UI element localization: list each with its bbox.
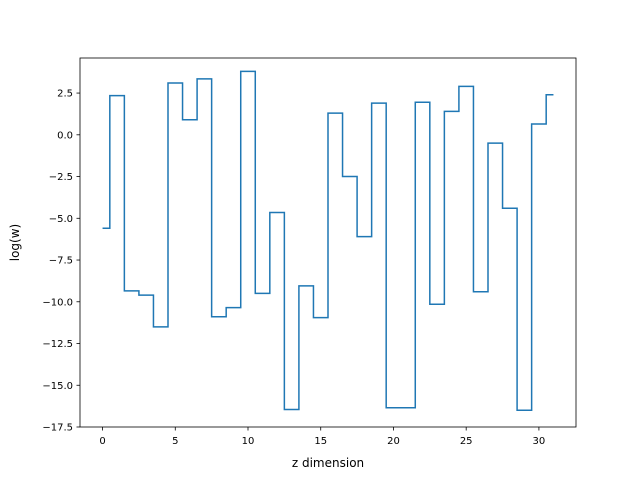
y-axis-ticks: 2.5 0.0 −2.5 −5.0 −7.5 −10.0 −12.5 −15.0 −17.5: [42, 89, 80, 434]
y-tick-label: −5.0: [49, 214, 73, 225]
x-tick-label: 10: [242, 436, 255, 447]
y-axis-label: log(w): [8, 224, 22, 261]
y-tick-label: −15.0: [42, 381, 73, 392]
x-axis-ticks: 0 5 10 15 20 25 30: [99, 427, 545, 447]
x-tick-label: 15: [314, 436, 327, 447]
x-tick-label: 30: [533, 436, 546, 447]
y-tick-label: −7.5: [49, 256, 73, 267]
x-tick-label: 25: [460, 436, 473, 447]
x-tick-label: 0: [99, 436, 105, 447]
x-tick-label: 20: [387, 436, 400, 447]
y-tick-label: 2.5: [57, 89, 73, 100]
y-tick-label: −2.5: [49, 172, 73, 183]
x-axis-label: z dimension: [292, 456, 364, 470]
x-tick-label: 5: [172, 436, 178, 447]
plot-area: [79, 57, 577, 428]
y-tick-label: −12.5: [42, 339, 73, 350]
axes-frame: [79, 57, 577, 428]
y-tick-label: −10.0: [42, 297, 73, 308]
series-step-line: [102, 70, 554, 412]
y-tick-label: −17.5: [42, 423, 73, 434]
y-tick-label: 0.0: [57, 130, 73, 141]
